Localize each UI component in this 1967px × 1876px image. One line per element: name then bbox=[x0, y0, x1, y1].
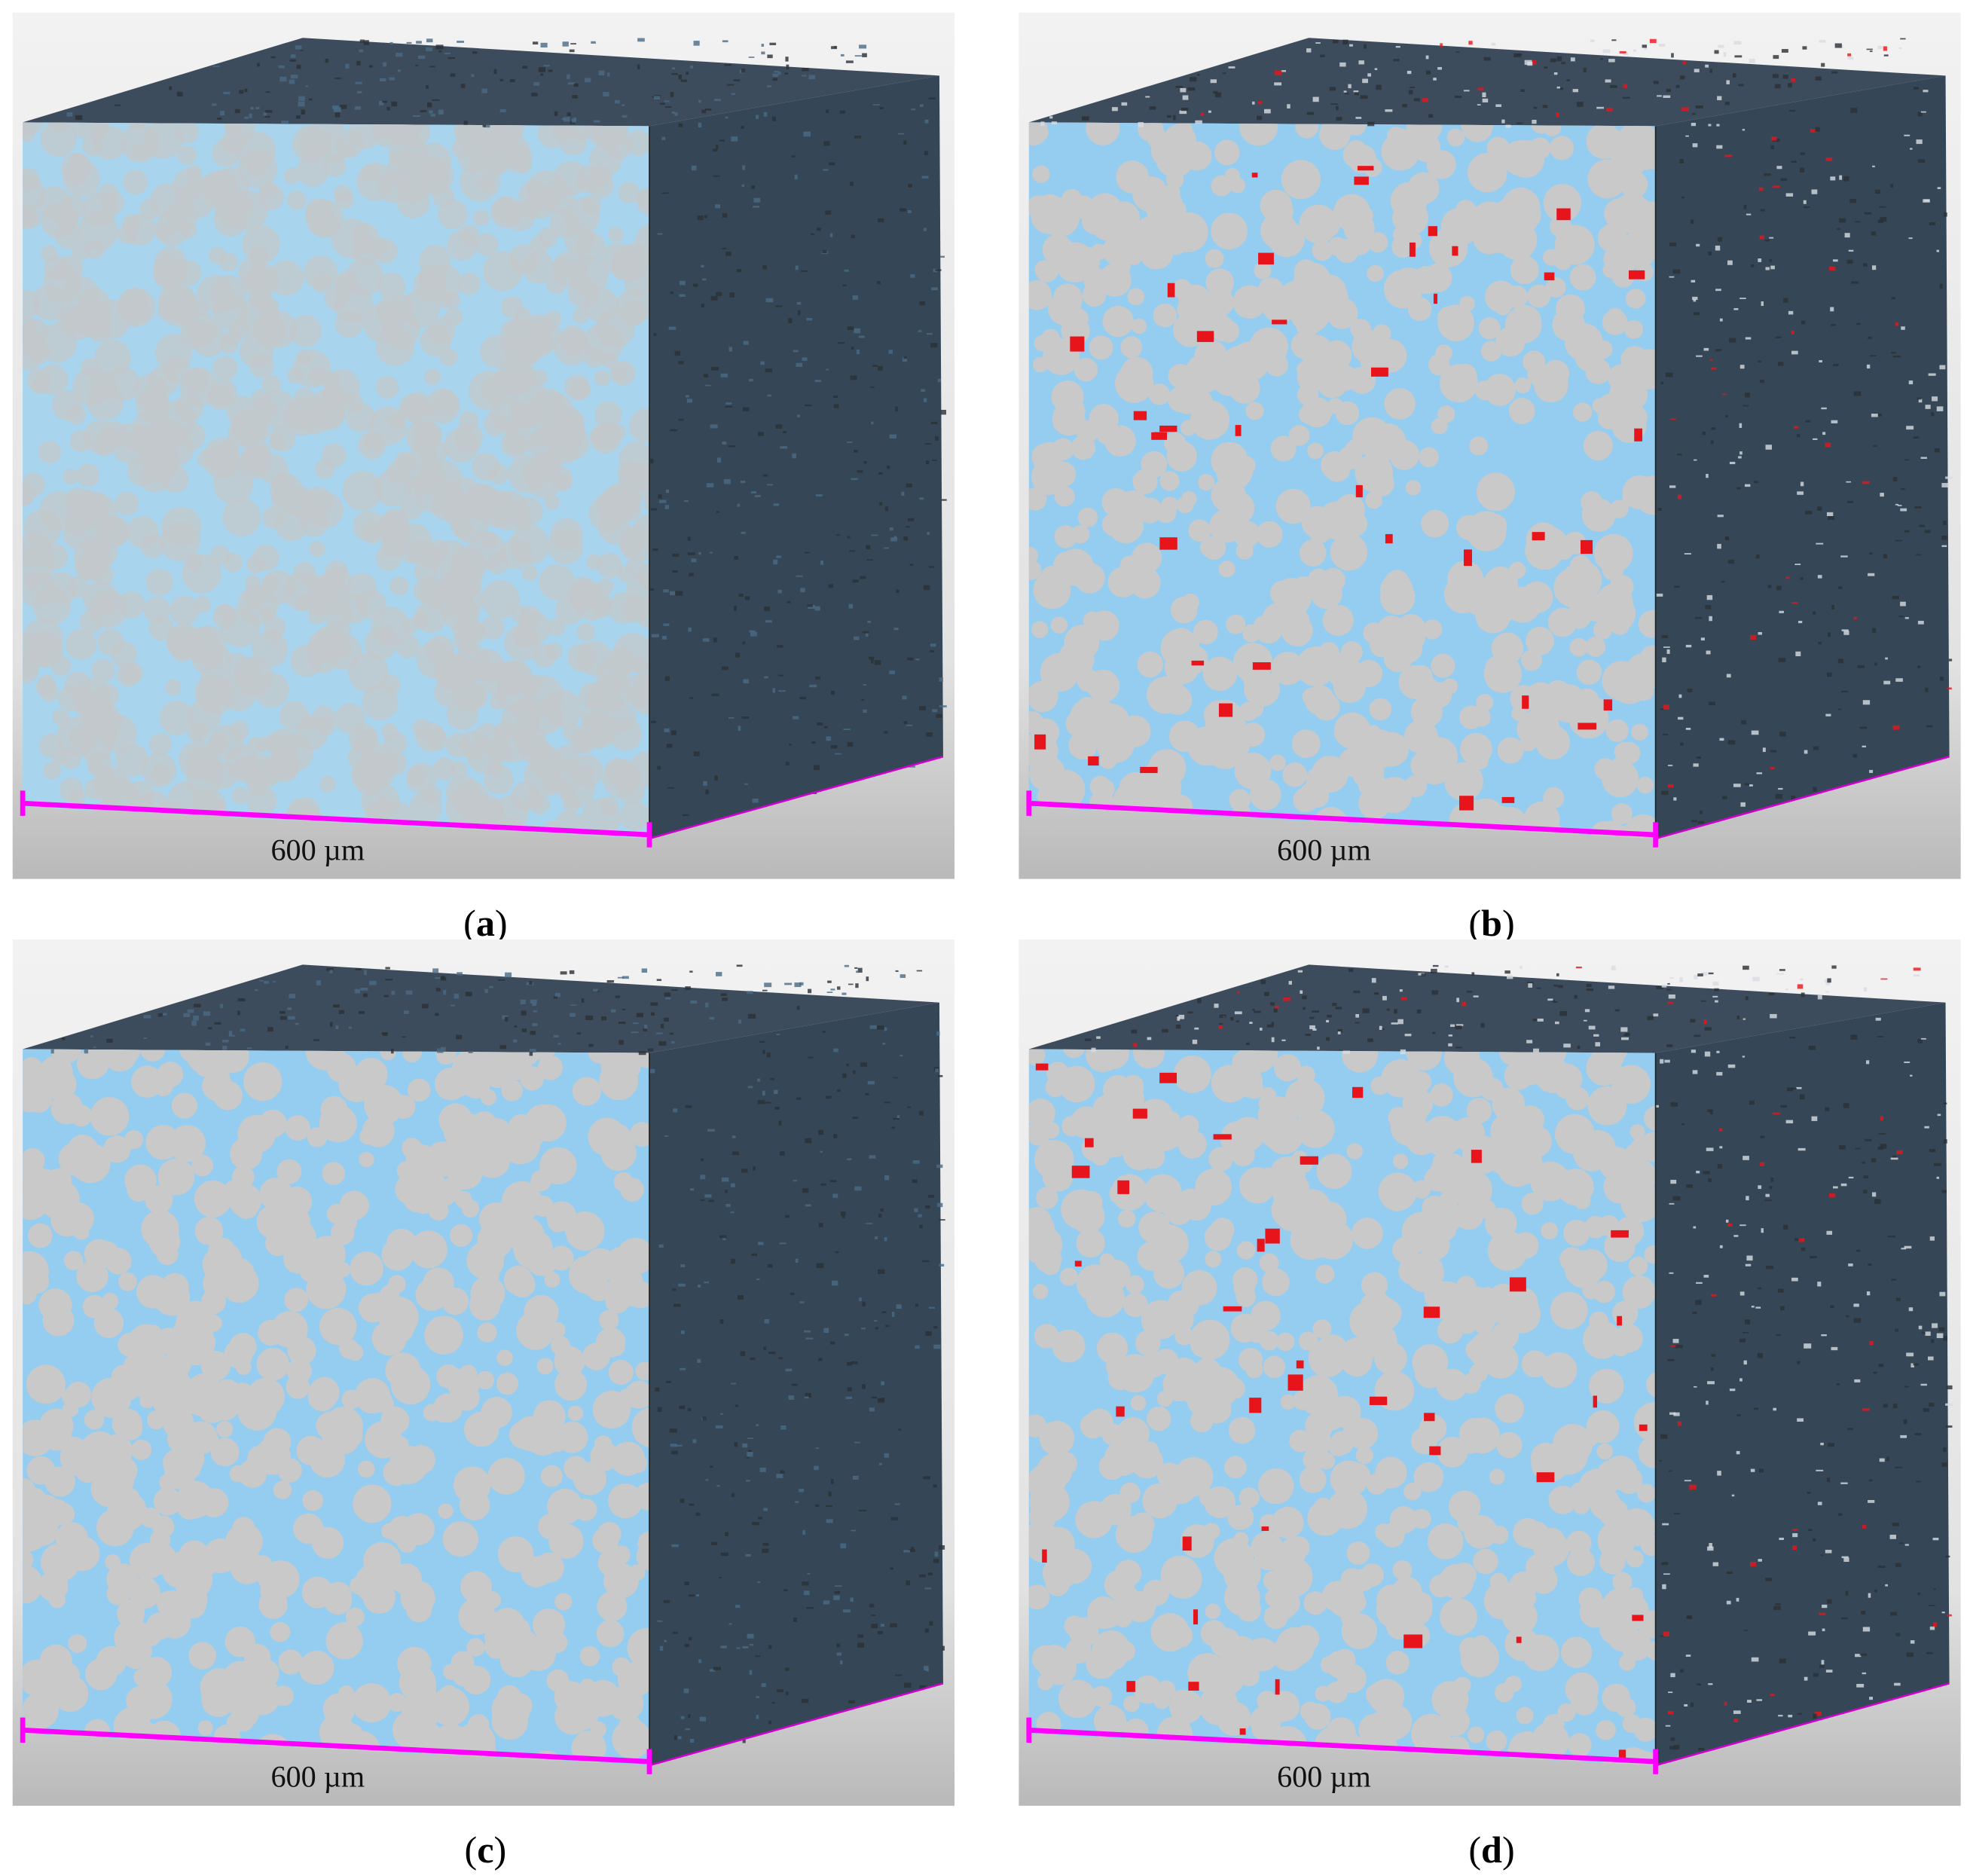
panel-label: (c) bbox=[465, 1829, 507, 1871]
scale-bar bbox=[22, 800, 650, 838]
scale-bar bbox=[1028, 1728, 1656, 1764]
scale-bar bbox=[1028, 800, 1656, 838]
panel: 600 µm (a) bbox=[12, 12, 955, 944]
side-texture bbox=[1040, 38, 1953, 824]
label-suffix: ) bbox=[494, 1829, 507, 1871]
panel: 600 µm (c) bbox=[12, 939, 955, 1871]
panel-label: (b) bbox=[1468, 902, 1514, 944]
front-texture bbox=[23, 1049, 649, 1766]
label-suffix: ) bbox=[1502, 1829, 1515, 1871]
scale-label: 600 µm bbox=[1277, 1760, 1371, 1794]
side-texture bbox=[1085, 964, 1953, 1751]
label-prefix: ( bbox=[465, 1829, 478, 1871]
label-letter: a bbox=[476, 902, 495, 944]
cube-top bbox=[1028, 964, 1946, 1053]
panel-label: (d) bbox=[1468, 1829, 1514, 1871]
depth-line bbox=[1655, 756, 1950, 840]
front-texture bbox=[1028, 122, 1656, 839]
side-texture bbox=[50, 964, 945, 1743]
panel: 600 µm (d) bbox=[1019, 939, 1961, 1871]
front-texture bbox=[23, 122, 649, 839]
side-texture bbox=[66, 38, 947, 816]
cube-top bbox=[23, 964, 939, 1053]
label-prefix: ( bbox=[463, 902, 476, 944]
label-letter: c bbox=[477, 1829, 493, 1871]
depth-line bbox=[649, 1682, 944, 1767]
label-prefix: ( bbox=[1468, 1829, 1481, 1871]
label-letter: b bbox=[1481, 902, 1502, 944]
label-suffix: ) bbox=[495, 902, 508, 944]
panel: 600 µm (b) bbox=[1019, 12, 1961, 944]
scale-label: 600 µm bbox=[1277, 833, 1371, 866]
scale-bar bbox=[22, 1728, 650, 1764]
cube-top bbox=[23, 38, 939, 127]
cube-right bbox=[1655, 75, 1950, 839]
label-prefix: ( bbox=[1468, 902, 1481, 944]
cube-right bbox=[1655, 1002, 1950, 1766]
panel-label: (a) bbox=[463, 902, 508, 944]
label-letter: d bbox=[1481, 1829, 1502, 1871]
depth-line bbox=[1655, 1682, 1950, 1767]
scale-label: 600 µm bbox=[270, 833, 365, 866]
scale-label: 600 µm bbox=[270, 1760, 365, 1794]
label-suffix: ) bbox=[1502, 902, 1515, 944]
depth-line bbox=[649, 756, 944, 840]
